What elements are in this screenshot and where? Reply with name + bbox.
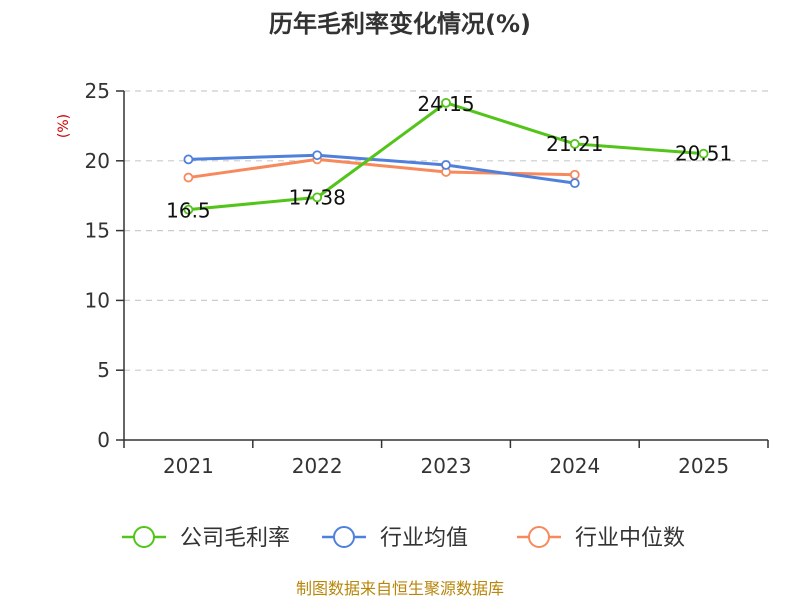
x-tick-label: 2022 — [292, 454, 343, 478]
x-tick-label: 2021 — [163, 454, 214, 478]
data-point — [312, 192, 323, 203]
series-line-1 — [188, 153, 576, 185]
data-point — [569, 178, 580, 189]
legend-label: 行业中位数 — [575, 526, 685, 551]
x-tick-label: 2023 — [421, 454, 472, 478]
legend-label: 行业均值 — [380, 526, 468, 551]
data-labels: 16.5 17.38 24.15 21.21 20.51 — [166, 92, 732, 223]
y-axis-label: (%) — [56, 114, 72, 138]
data-point — [698, 148, 709, 159]
legend-item-1: 行业均值 — [322, 526, 468, 551]
y-tick-label: 0 — [97, 428, 110, 452]
y-tick-label: 25 — [85, 79, 110, 103]
legend-marker — [333, 526, 355, 548]
legend-marker — [133, 526, 155, 548]
data-point — [183, 154, 194, 165]
y-tick-label: 15 — [85, 219, 110, 243]
chart-title: 历年毛利率变化情况(%) — [269, 10, 531, 38]
y-tick-label: 5 — [97, 358, 110, 382]
legend-item-2: 行业中位数 — [517, 526, 685, 551]
y-tick-label: 20 — [85, 149, 110, 173]
data-point — [441, 160, 451, 170]
data-label: 24.15 — [417, 92, 474, 116]
data-point — [441, 97, 451, 108]
data-label: 20.51 — [675, 142, 732, 166]
data-point — [183, 172, 194, 183]
legend-item-0: 公司毛利率 — [122, 526, 290, 551]
data-point — [183, 204, 194, 215]
legend-label: 公司毛利率 — [180, 526, 290, 551]
y-tick-label: 10 — [85, 288, 110, 312]
data-label: 21.21 — [546, 132, 603, 156]
source-note: 制图数据来自恒生聚源数据库 — [296, 579, 504, 598]
legend: 公司毛利率 行业均值 行业中位数 — [122, 526, 685, 551]
legend-marker — [528, 526, 550, 548]
x-tick-label: 2024 — [549, 454, 600, 478]
data-point — [569, 169, 580, 180]
series-lines — [183, 97, 709, 215]
data-point — [569, 139, 580, 149]
x-tick-label: 2025 — [678, 454, 729, 478]
gridlines — [124, 90, 768, 371]
data-point — [312, 150, 323, 161]
data-label: 17.38 — [289, 185, 346, 209]
data-label: 16.5 — [166, 199, 211, 223]
